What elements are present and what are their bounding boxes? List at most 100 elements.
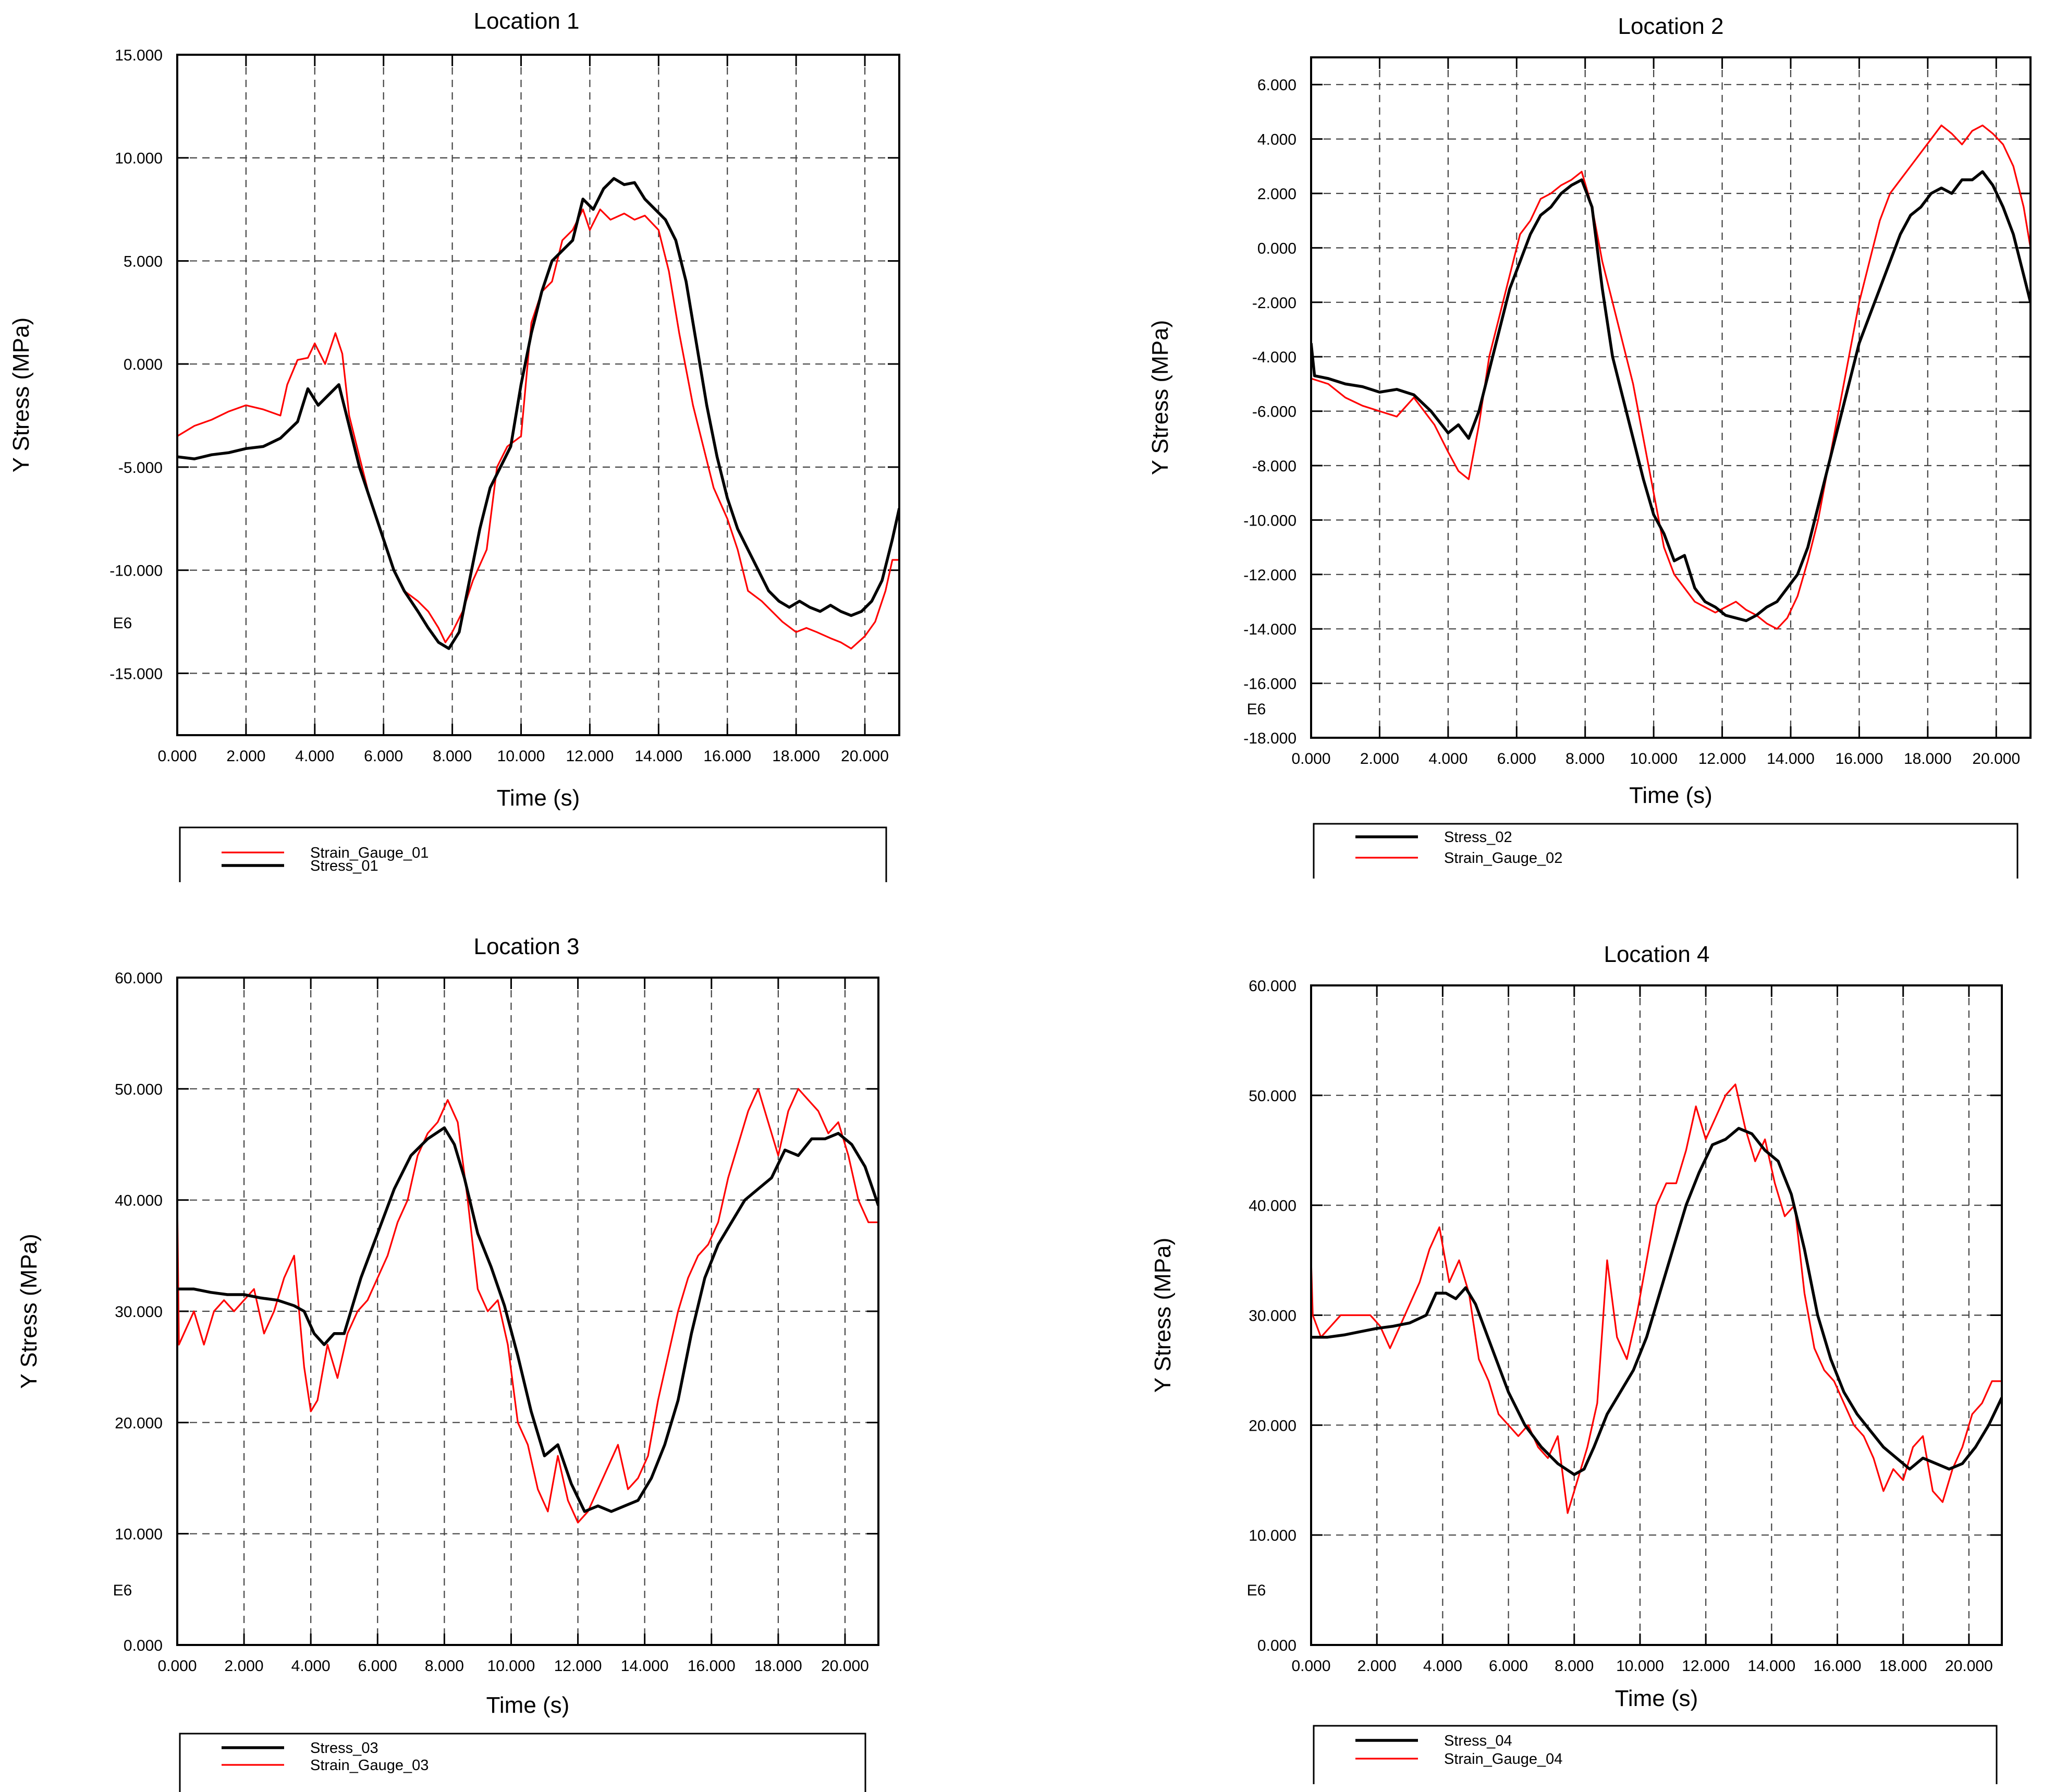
chart-title: Location 3 xyxy=(473,934,579,959)
y-multiplier-label: E6 xyxy=(113,615,132,632)
series-line-strain-gauge-03 xyxy=(177,1088,878,1523)
plot-frame xyxy=(1310,56,2032,739)
y-tick-label: 0.000 xyxy=(1257,240,1296,257)
x-tick-label: 8.000 xyxy=(1555,1657,1594,1675)
y-tick-label: 40.000 xyxy=(115,1192,163,1210)
grid: 0.000 2.000 4.000 6.000 8.000 10.000 12.000 14.… xyxy=(1243,57,2030,767)
legend-label: Strain_Gauge_02 xyxy=(1444,850,1562,867)
series-line-strain-gauge-02 xyxy=(1311,124,2030,630)
x-tick-label: 6.000 xyxy=(364,748,403,765)
plot-frame xyxy=(1310,984,2003,1646)
y-tick-label: 0.000 xyxy=(124,1637,163,1654)
series-line-strain-gauge-01 xyxy=(177,209,899,650)
x-tick-label: 18.000 xyxy=(1904,750,1952,767)
series-line-stress-02 xyxy=(1311,170,2030,623)
y-tick-label: -8.000 xyxy=(1252,458,1296,475)
legend-label: Stress_03 xyxy=(310,1740,378,1757)
y-multiplier-label: E6 xyxy=(113,1582,132,1599)
y-tick-label: -10.000 xyxy=(1243,512,1296,529)
x-tick-label: 16.000 xyxy=(688,1657,736,1675)
chart-panel-3: Location 3 0.000 2.000 4.000 6.000 8.000 10.00… xyxy=(16,934,879,1792)
y-axis-label: Y Stress (MPa) xyxy=(1150,1238,1176,1393)
chart-title: Location 4 xyxy=(1604,942,1709,967)
x-tick-label: 6.000 xyxy=(1497,750,1536,767)
y-tick-label: 6.000 xyxy=(1257,77,1296,94)
y-tick-label: -5.000 xyxy=(118,459,163,477)
x-tick-label: 10.000 xyxy=(1630,750,1678,767)
x-tick-label: 16.000 xyxy=(1836,750,1883,767)
chart-title: Location 2 xyxy=(1618,14,1723,39)
y-tick-label: 0.000 xyxy=(1257,1637,1296,1654)
grid: 0.000 2.000 4.000 6.000 8.000 10.000 12.000 14.… xyxy=(109,47,899,765)
legend: Stress_02 Strain_Gauge_02 xyxy=(1313,823,2019,879)
legend: Stress_04 Strain_Gauge_04 xyxy=(1313,1725,1998,1784)
y-tick-label: 10.000 xyxy=(115,150,163,167)
y-tick-label: 40.000 xyxy=(1249,1198,1296,1215)
x-tick-label: 14.000 xyxy=(621,1657,669,1675)
series-line-stress-04 xyxy=(1311,1127,2002,1476)
x-axis-label: Time (s) xyxy=(1629,783,1712,808)
x-tick-label: 2.000 xyxy=(225,1657,264,1675)
y-tick-label: -10.000 xyxy=(109,563,163,580)
x-tick-label: 12.000 xyxy=(554,1657,602,1675)
x-tick-label: 18.000 xyxy=(754,1657,802,1675)
x-tick-label: 2.000 xyxy=(1357,1657,1397,1675)
x-tick-label: 18.000 xyxy=(772,748,820,765)
y-tick-label: 10.000 xyxy=(1249,1527,1296,1544)
legend-label: Strain_Gauge_04 xyxy=(1444,1751,1562,1767)
chart-panel-4: Location 4 0.000 2.000 4.000 6.000 8.000 10.00… xyxy=(1150,942,2003,1784)
y-tick-label: 4.000 xyxy=(1257,131,1296,149)
legend-label: Stress_02 xyxy=(1444,829,1512,846)
x-tick-label: 12.000 xyxy=(1698,750,1746,767)
x-tick-label: 0.000 xyxy=(1291,1657,1330,1675)
y-tick-label: -15.000 xyxy=(109,665,163,682)
x-axis-label: Time (s) xyxy=(486,1692,570,1718)
x-tick-label: 16.000 xyxy=(1814,1657,1862,1675)
y-tick-label: 60.000 xyxy=(1249,978,1296,995)
y-tick-label: -6.000 xyxy=(1252,404,1296,421)
legend-box xyxy=(1313,1725,1998,1784)
grid: 0.000 2.000 4.000 6.000 8.000 10.000 12.000 14.… xyxy=(1249,978,2002,1675)
y-tick-label: 60.000 xyxy=(115,970,163,987)
x-tick-label: 12.000 xyxy=(1682,1657,1730,1675)
x-tick-label: 6.000 xyxy=(1489,1657,1528,1675)
x-tick-label: 8.000 xyxy=(425,1657,464,1675)
y-tick-label: 2.000 xyxy=(1257,186,1296,203)
x-tick-label: 4.000 xyxy=(295,748,334,765)
x-tick-label: 8.000 xyxy=(433,748,472,765)
x-tick-label: 20.000 xyxy=(1972,750,2020,767)
x-tick-label: 4.000 xyxy=(1423,1657,1462,1675)
x-tick-label: 18.000 xyxy=(1879,1657,1927,1675)
x-tick-label: 20.000 xyxy=(1945,1657,1993,1675)
y-axis-label: Y Stress (MPa) xyxy=(8,318,34,472)
y-tick-label: -16.000 xyxy=(1243,676,1296,693)
x-tick-label: 6.000 xyxy=(358,1657,397,1675)
y-axis-label: Y Stress (MPa) xyxy=(16,1234,42,1388)
y-tick-label: 0.000 xyxy=(124,356,163,373)
y-tick-label: 10.000 xyxy=(115,1526,163,1543)
x-tick-label: 14.000 xyxy=(1767,750,1815,767)
series-line-stress-01 xyxy=(177,177,899,650)
y-tick-label: 20.000 xyxy=(115,1415,163,1432)
legend-box xyxy=(1313,823,2019,879)
legend-label: Stress_04 xyxy=(1444,1733,1512,1749)
x-tick-label: 2.000 xyxy=(226,748,265,765)
x-tick-label: 8.000 xyxy=(1565,750,1605,767)
legend-label: Stress_01 xyxy=(310,858,378,874)
x-tick-label: 20.000 xyxy=(841,748,889,765)
chart-title: Location 1 xyxy=(473,8,579,34)
x-axis-label: Time (s) xyxy=(497,785,580,811)
y-tick-label: 20.000 xyxy=(1249,1417,1296,1434)
x-tick-label: 14.000 xyxy=(634,748,682,765)
x-tick-label: 4.000 xyxy=(1428,750,1467,767)
series-line-stress-03 xyxy=(177,1126,878,1513)
x-tick-label: 16.000 xyxy=(703,748,751,765)
y-tick-label: -14.000 xyxy=(1243,621,1296,638)
plot-frame xyxy=(176,54,900,736)
y-tick-label: 50.000 xyxy=(1249,1088,1296,1105)
y-multiplier-label: E6 xyxy=(1247,1582,1266,1599)
y-tick-label: -2.000 xyxy=(1252,295,1296,312)
legend-box xyxy=(179,826,887,882)
